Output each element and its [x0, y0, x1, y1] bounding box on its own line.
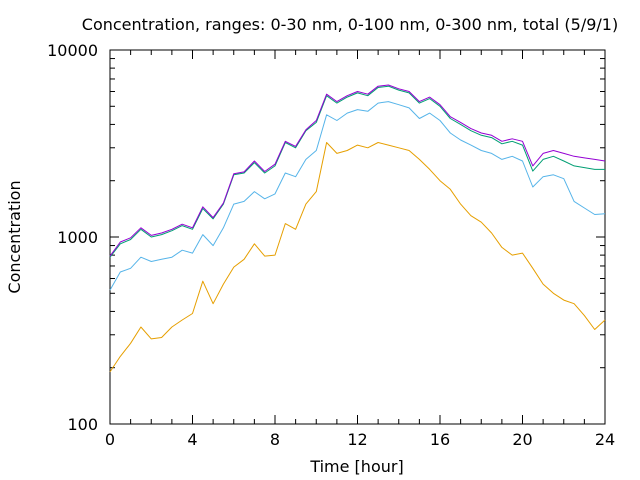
- x-tick-label: 20: [512, 430, 532, 449]
- x-tick-label: 4: [187, 430, 197, 449]
- x-tick-label: 0: [105, 430, 115, 449]
- x-tick-label: 16: [430, 430, 450, 449]
- major-ticks: [109, 49, 606, 425]
- x-tick-labels: 0 4 8 12 16 20 24: [105, 430, 615, 449]
- minor-ticks: [110, 50, 605, 424]
- plot-frame: [109, 49, 606, 425]
- chart-title: Concentration, ranges: 0-30 nm, 0-100 nm…: [82, 15, 618, 34]
- series-line-3: [109, 85, 605, 258]
- y-tick-label: 10000: [47, 41, 98, 60]
- series-line-2: [109, 101, 606, 291]
- y-tick-labels: 100 1000 10000: [47, 41, 98, 434]
- series-line-4: [109, 84, 606, 257]
- y-tick-label: 100: [67, 415, 98, 434]
- series-lines: [109, 84, 606, 373]
- series-line-1: [109, 142, 606, 373]
- x-axis-title: Time [hour]: [309, 457, 403, 476]
- x-tick-label: 8: [270, 430, 280, 449]
- x-tick-label: 12: [347, 430, 367, 449]
- y-axis-title: Concentration: [5, 180, 24, 293]
- y-tick-label: 1000: [57, 228, 98, 247]
- x-tick-label: 24: [595, 430, 615, 449]
